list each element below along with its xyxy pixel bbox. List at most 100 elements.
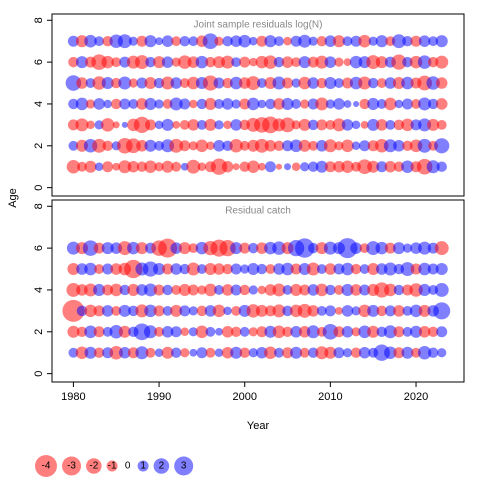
panel-frame: [51, 199, 465, 383]
x-tick-label: 2020: [404, 391, 428, 403]
residual-bubble: [272, 304, 286, 318]
residual-bubble: [195, 325, 209, 339]
residual-bubble: [111, 57, 122, 68]
residual-bubble: [350, 35, 362, 47]
residual-bubble: [127, 241, 140, 255]
residual-bubble: [433, 302, 451, 320]
residual-bubble: [240, 264, 250, 274]
residual-bubble: [291, 78, 301, 88]
residual-bubble: [196, 264, 207, 274]
x-tick-label: 1990: [147, 391, 171, 403]
residual-bubble: [315, 283, 329, 297]
residual-bubble: [231, 305, 242, 316]
residual-bubble: [367, 160, 380, 173]
residual-bubble: [204, 283, 217, 297]
residual-bubble: [324, 35, 337, 47]
residual-bubble: [170, 304, 183, 317]
residual-bubble: [435, 35, 448, 48]
residual-bubble: [94, 162, 104, 171]
residual-bubble: [281, 56, 294, 68]
residual-bubble: [101, 242, 114, 255]
residual-bubble: [109, 345, 123, 360]
y-tick-label: 6: [33, 59, 45, 65]
residual-bubble: [196, 347, 208, 359]
residual-bubble: [394, 99, 404, 109]
residual-bubble: [162, 99, 173, 109]
residual-bubble: [154, 120, 164, 130]
residual-bubble: [264, 35, 277, 48]
residual-bubble: [144, 97, 157, 110]
residual-bubble: [127, 283, 140, 296]
residual-bubble: [178, 55, 192, 69]
residual-bubble: [249, 57, 258, 67]
y-tick-label: 2: [33, 143, 45, 149]
residual-bubble: [230, 242, 243, 255]
residual-bubble: [393, 284, 405, 296]
residual-bubble: [222, 263, 233, 275]
residual-bubble: [93, 98, 105, 110]
residual-bubble: [121, 121, 128, 128]
residual-bubble: [298, 139, 311, 152]
residual-bubble: [62, 299, 85, 322]
residual-bubble: [435, 98, 448, 110]
residual-bubble: [170, 242, 182, 254]
residual-bubble: [376, 305, 387, 317]
panel-title: Joint sample residuals log(N): [194, 20, 323, 31]
residual-bubble: [153, 263, 166, 276]
legend-bubble: [174, 456, 194, 476]
residual-bubble: [135, 346, 149, 360]
residual-bubble: [322, 324, 339, 340]
residual-bubble: [384, 77, 397, 89]
residual-bubble: [308, 242, 319, 254]
residual-bubble: [154, 348, 164, 357]
residual-bubble: [77, 161, 87, 172]
residual-bubble: [136, 140, 148, 152]
residual-bubble: [384, 97, 397, 111]
residual-bubble: [290, 346, 303, 359]
residual-bubble: [350, 284, 362, 296]
residual-bubble: [427, 326, 439, 338]
residual-bubble: [281, 262, 294, 276]
residual-bubble: [315, 97, 329, 111]
legend-bubble: [137, 460, 149, 472]
residual-bubble: [391, 54, 407, 70]
residual-bubble: [136, 77, 148, 89]
residual-bubble: [161, 56, 174, 68]
residual-bubble: [291, 57, 302, 68]
residual-bubble: [221, 160, 234, 173]
residual-bubble: [154, 99, 164, 109]
residual-bubble: [84, 262, 97, 276]
residual-bubble: [66, 159, 81, 174]
residual-bubble: [239, 347, 250, 358]
residual-bubble: [410, 35, 422, 47]
residual-bubble: [300, 99, 310, 109]
residual-bubble: [257, 162, 266, 171]
residual-bubble: [332, 35, 345, 48]
residual-bubble: [282, 140, 294, 152]
residual-bubble: [402, 243, 413, 253]
residual-bubble: [272, 76, 286, 90]
residual-bubble: [256, 35, 268, 47]
residual-bubble: [282, 305, 293, 317]
residual-bubble: [290, 326, 302, 338]
legend-bubble: [106, 460, 118, 472]
residual-bubble: [283, 36, 292, 46]
residual-bubble: [350, 242, 362, 254]
residual-bubble: [195, 55, 209, 69]
residual-bubble: [222, 35, 233, 47]
residual-bubble: [401, 118, 414, 132]
residual-bubble: [290, 263, 302, 275]
residual-bubble: [402, 140, 413, 152]
residual-bubble: [161, 326, 174, 338]
residual-bubble: [239, 98, 251, 110]
residual-bubble: [75, 118, 89, 132]
residual-bubble: [213, 263, 225, 275]
residual-bubble: [418, 283, 431, 296]
residual-bubble: [75, 35, 89, 48]
residual-bubble: [367, 263, 380, 276]
residual-bubble: [351, 306, 361, 316]
residual-bubble: [66, 282, 81, 297]
residual-bubble: [384, 242, 396, 254]
residual-bubble: [239, 284, 250, 296]
residual-bubble: [335, 306, 343, 315]
